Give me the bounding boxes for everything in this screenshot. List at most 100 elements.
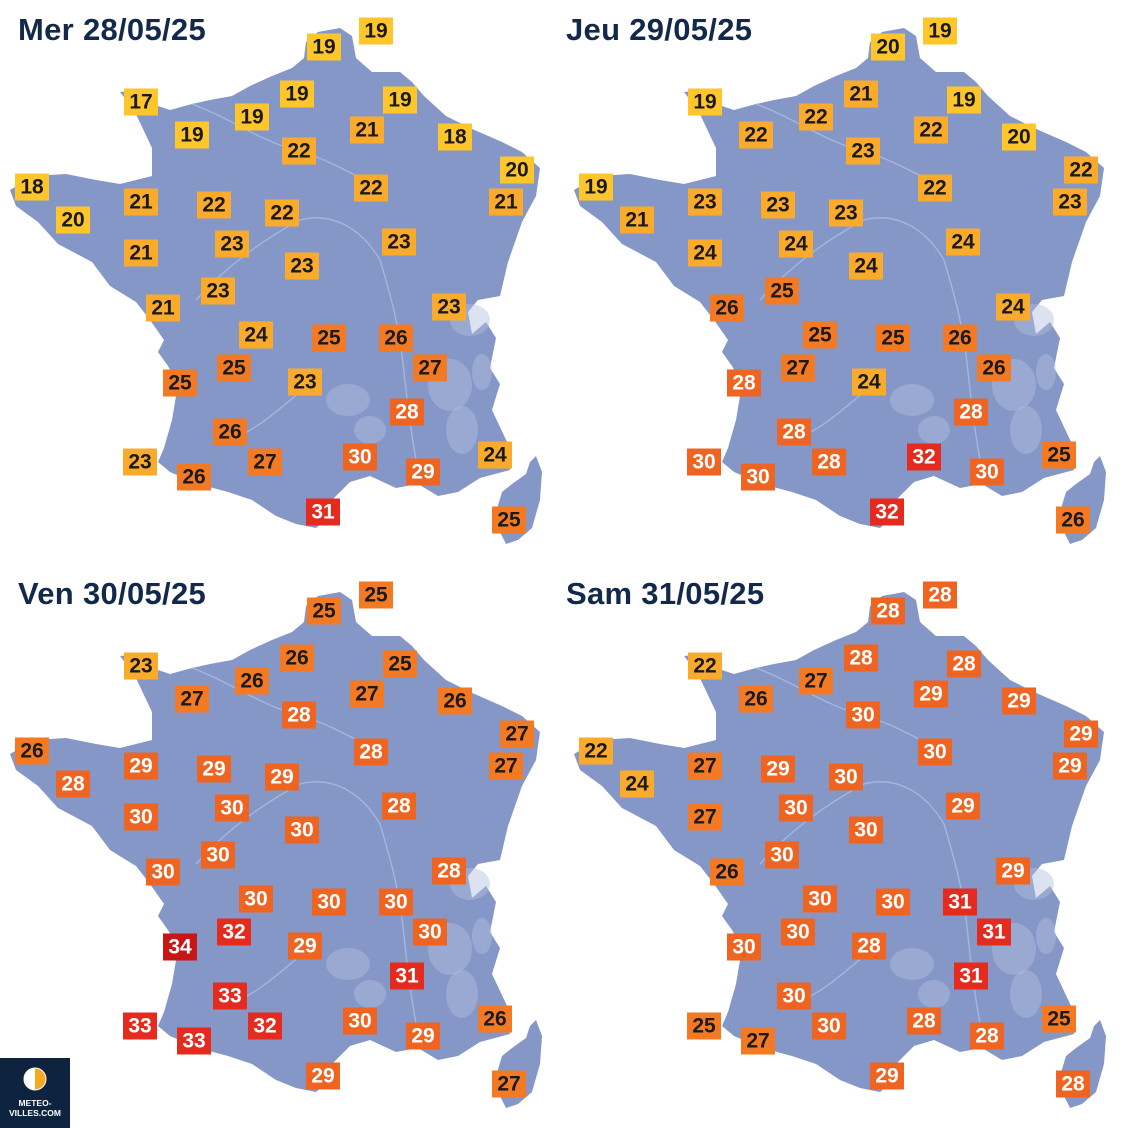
- temp-label: 28: [432, 857, 466, 885]
- temp-label: 29: [1064, 720, 1098, 748]
- temp-label: 26: [710, 294, 744, 322]
- temp-label: 25: [163, 369, 197, 397]
- temp-label: 26: [213, 418, 247, 446]
- temp-label: 21: [620, 206, 654, 234]
- temp-label: 30: [343, 1007, 377, 1035]
- temp-label: 28: [777, 418, 811, 446]
- temp-label: 24: [852, 368, 886, 396]
- temp-label: 23: [688, 188, 722, 216]
- temp-label: 23: [285, 252, 319, 280]
- temp-label: 27: [175, 685, 209, 713]
- temp-label: 30: [687, 448, 721, 476]
- temp-label: 30: [239, 885, 273, 913]
- temp-label: 27: [248, 448, 282, 476]
- temp-label: 27: [781, 354, 815, 382]
- temp-label: 24: [779, 230, 813, 258]
- temp-label: 25: [1042, 441, 1076, 469]
- temp-label: 30: [343, 443, 377, 471]
- temp-label: 23: [123, 448, 157, 476]
- temp-label: 26: [280, 644, 314, 672]
- temp-label: 29: [1053, 752, 1087, 780]
- temp-label: 19: [579, 173, 613, 201]
- temp-label: 26: [478, 1005, 512, 1033]
- temp-label: 32: [907, 443, 941, 471]
- temp-label: 21: [146, 294, 180, 322]
- temp-label: 22: [799, 103, 833, 131]
- temp-label: 30: [215, 794, 249, 822]
- temp-label: 19: [359, 17, 393, 45]
- temp-label: 28: [727, 369, 761, 397]
- temp-label: 29: [288, 932, 322, 960]
- temp-label: 21: [124, 239, 158, 267]
- temp-label: 31: [943, 888, 977, 916]
- temp-label: 22: [265, 199, 299, 227]
- temp-label: 30: [124, 803, 158, 831]
- temp-label: 25: [383, 650, 417, 678]
- temp-label: 28: [923, 581, 957, 609]
- temp-label: 23: [829, 199, 863, 227]
- logo-text: METEO- VILLES.COM: [0, 1098, 70, 1118]
- temp-label: 22: [282, 137, 316, 165]
- temp-label: 18: [438, 123, 472, 151]
- temp-label: 33: [123, 1012, 157, 1040]
- forecast-panel: Ven 30/05/25 25 25 23 27 26 26 27 25 26 28 27 28 26 27…: [0, 564, 564, 1128]
- temp-label: 30: [918, 738, 952, 766]
- temp-label: 24: [620, 770, 654, 798]
- panel-date-title: Sam 31/05/25: [566, 576, 765, 611]
- forecast-panel: Sam 31/05/25 28 28 22 26 27 28 29 28 29 30 29 30 22 29…: [564, 564, 1128, 1128]
- temp-label: 22: [354, 174, 388, 202]
- temp-label: 26: [438, 687, 472, 715]
- temp-label: 28: [954, 398, 988, 426]
- panel-date-title: Mer 28/05/25: [18, 12, 207, 47]
- temp-label: 29: [306, 1062, 340, 1090]
- temp-label: 26: [235, 667, 269, 695]
- temp-label: 22: [197, 191, 231, 219]
- temp-label: 29: [946, 792, 980, 820]
- panel-date-title: Jeu 29/05/25: [566, 12, 753, 47]
- temp-label: 30: [765, 841, 799, 869]
- temp-label: 21: [350, 116, 384, 144]
- temp-label: 30: [741, 463, 775, 491]
- temp-label: 24: [478, 441, 512, 469]
- meteo-villes-logo[interactable]: METEO- VILLES.COM: [0, 1058, 70, 1128]
- temp-label: 25: [359, 581, 393, 609]
- temp-label: 26: [710, 858, 744, 886]
- temp-label: 28: [56, 770, 90, 798]
- temp-label: 26: [1056, 506, 1090, 534]
- temp-label: 33: [177, 1027, 211, 1055]
- temp-label: 26: [379, 324, 413, 352]
- temp-label: 27: [500, 720, 534, 748]
- temp-label: 20: [871, 33, 905, 61]
- temp-label: 19: [280, 80, 314, 108]
- temp-label: 18: [15, 173, 49, 201]
- temp-label: 22: [739, 121, 773, 149]
- temp-label: 29: [996, 857, 1030, 885]
- temp-label: 30: [812, 1012, 846, 1040]
- temp-label: 24: [688, 239, 722, 267]
- temp-label: 21: [844, 80, 878, 108]
- temp-label: 28: [812, 448, 846, 476]
- temp-label: 30: [781, 918, 815, 946]
- temp-label: 30: [146, 858, 180, 886]
- temp-label: 30: [970, 458, 1004, 486]
- temp-label: 29: [870, 1062, 904, 1090]
- temp-label: 20: [1002, 123, 1036, 151]
- temp-label: 26: [177, 463, 211, 491]
- temp-label: 27: [799, 667, 833, 695]
- temp-label: 19: [307, 33, 341, 61]
- temp-label: 33: [213, 982, 247, 1010]
- temp-label: 22: [579, 737, 613, 765]
- temp-label: 26: [739, 685, 773, 713]
- temp-label: 23: [382, 228, 416, 256]
- logo-line-1: METEO-: [18, 1098, 52, 1108]
- temp-label: 30: [777, 982, 811, 1010]
- temp-label: 30: [201, 841, 235, 869]
- temp-label: 19: [923, 17, 957, 45]
- temp-label: 27: [489, 752, 523, 780]
- temp-label: 30: [413, 918, 447, 946]
- temp-label: 28: [282, 701, 316, 729]
- temp-label: 30: [876, 888, 910, 916]
- temp-label: 27: [492, 1070, 526, 1098]
- temp-label: 27: [350, 680, 384, 708]
- temp-label: 22: [914, 116, 948, 144]
